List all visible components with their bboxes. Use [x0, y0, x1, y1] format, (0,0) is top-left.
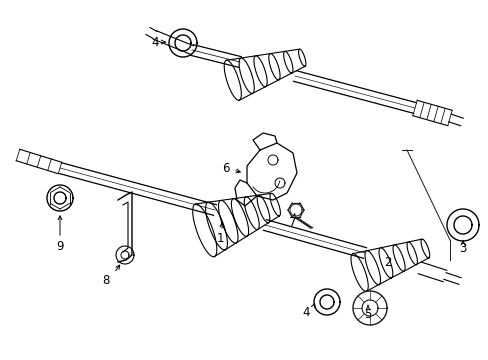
Text: 4: 4: [302, 306, 309, 319]
Text: 9: 9: [56, 239, 63, 252]
Text: 7: 7: [289, 216, 296, 229]
Text: 4: 4: [151, 36, 159, 49]
Text: 6: 6: [222, 162, 229, 175]
Text: 5: 5: [364, 307, 371, 320]
Text: 2: 2: [384, 256, 391, 269]
Text: 3: 3: [458, 242, 466, 255]
Text: 1: 1: [216, 231, 224, 244]
Text: 8: 8: [102, 274, 109, 287]
